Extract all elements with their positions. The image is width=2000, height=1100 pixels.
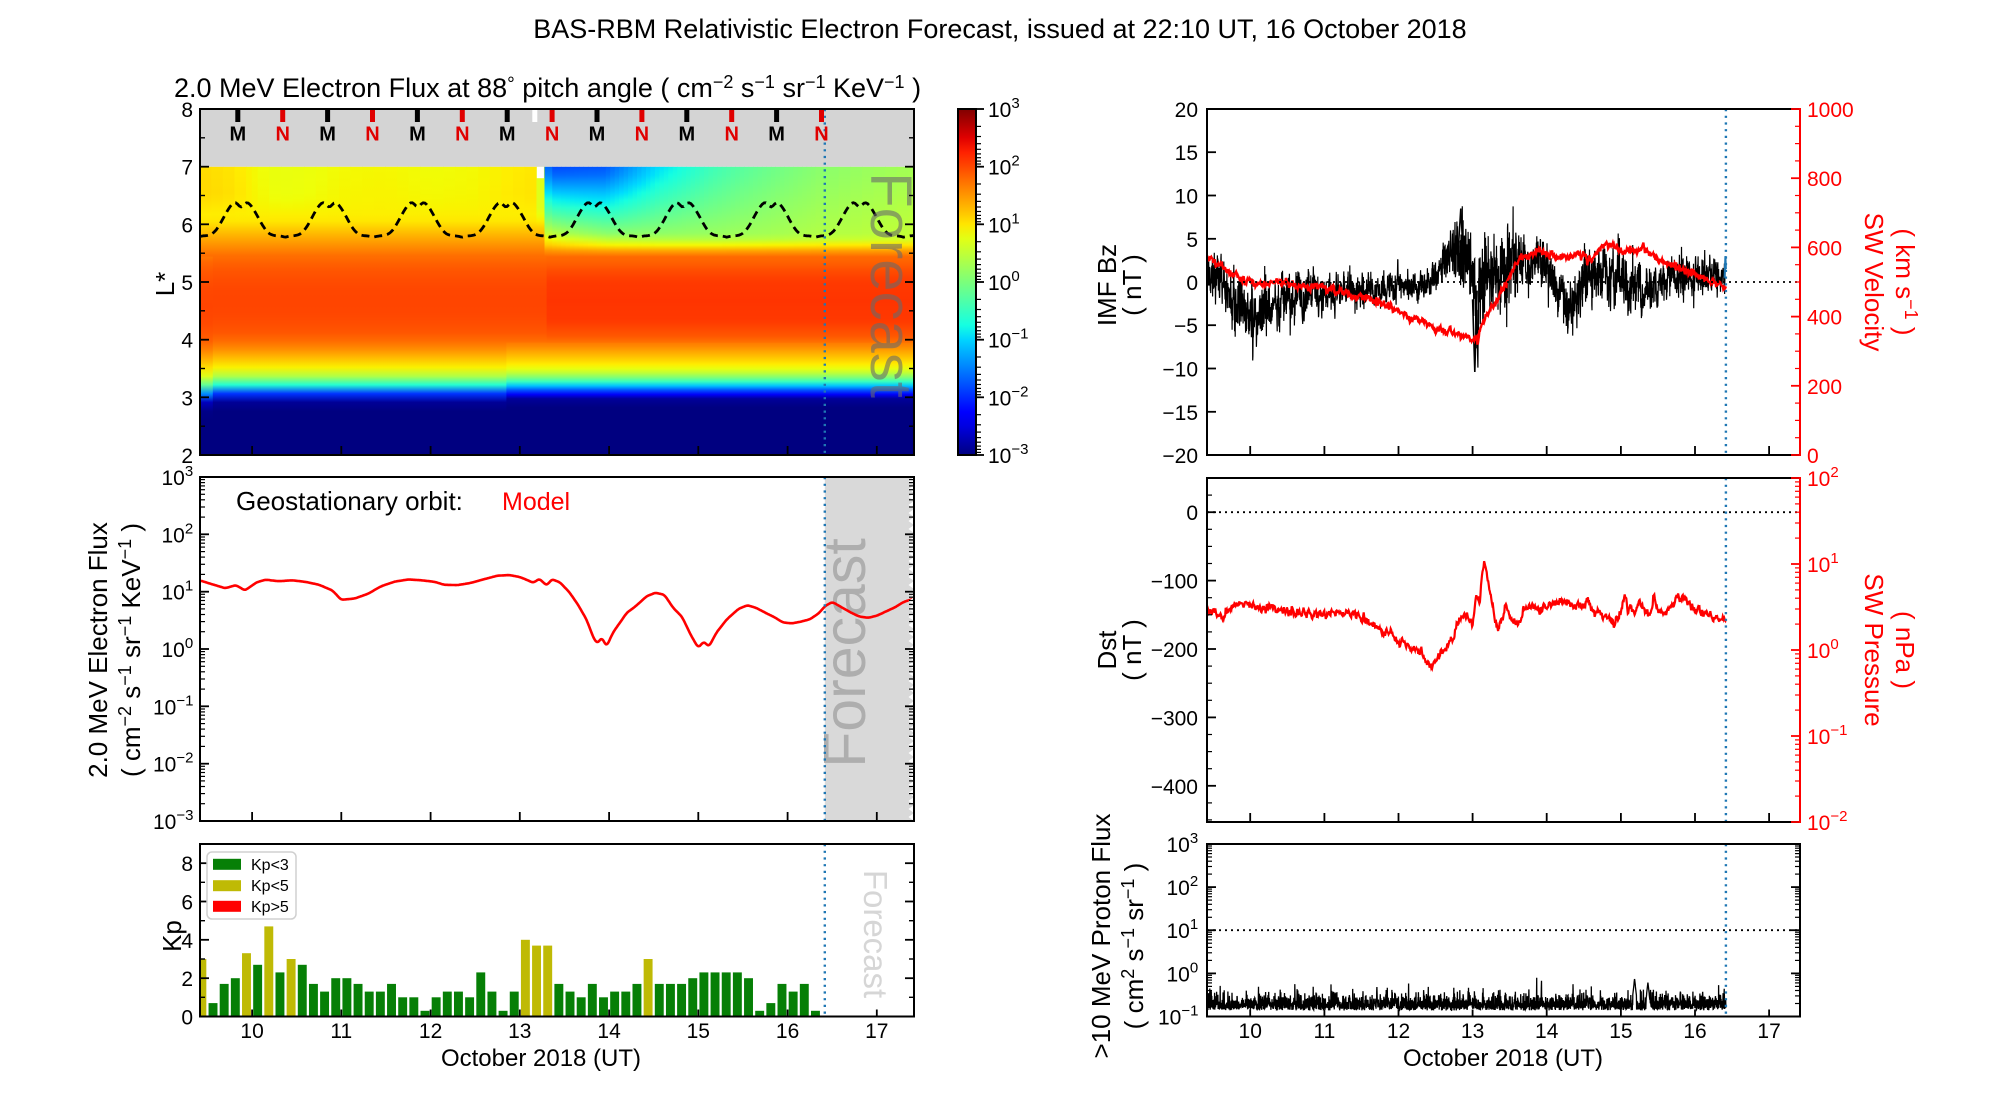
svg-text:−200: −200 bbox=[1151, 639, 1198, 662]
svg-text:N: N bbox=[275, 124, 289, 146]
svg-text:M: M bbox=[678, 124, 695, 146]
svg-text:800: 800 bbox=[1807, 168, 1842, 191]
svg-text:M: M bbox=[229, 124, 246, 146]
svg-text:17: 17 bbox=[1757, 1020, 1780, 1043]
svg-text:10: 10 bbox=[1175, 186, 1198, 209]
svg-text:10: 10 bbox=[1239, 1020, 1262, 1043]
svg-text:17: 17 bbox=[865, 1020, 888, 1043]
svg-text:6: 6 bbox=[181, 892, 193, 915]
svg-text:Forecast: Forecast bbox=[857, 870, 894, 998]
svg-text:N: N bbox=[455, 124, 469, 146]
svg-text:Kp<5: Kp<5 bbox=[251, 878, 289, 895]
svg-text:16: 16 bbox=[776, 1020, 799, 1043]
svg-text:October 2018 (UT): October 2018 (UT) bbox=[1403, 1045, 1603, 1072]
svg-text:( km s−1 ): ( km s−1 ) bbox=[1890, 228, 1921, 335]
svg-text:N: N bbox=[814, 124, 828, 146]
svg-text:4: 4 bbox=[181, 930, 193, 953]
svg-text:( nPa ): ( nPa ) bbox=[1890, 611, 1920, 689]
svg-text:Dst: Dst bbox=[1092, 630, 1122, 670]
svg-text:10−2: 10−2 bbox=[1807, 808, 1847, 835]
svg-text:8: 8 bbox=[181, 99, 193, 122]
svg-text:N: N bbox=[545, 124, 559, 146]
svg-text:11: 11 bbox=[330, 1020, 352, 1043]
svg-text:Forecast: Forecast bbox=[858, 172, 923, 398]
svg-text:20: 20 bbox=[1175, 99, 1198, 122]
svg-text:0: 0 bbox=[1186, 272, 1198, 295]
svg-text:Geostationary orbit:: Geostationary orbit: bbox=[236, 486, 463, 516]
svg-text:11: 11 bbox=[1313, 1020, 1335, 1043]
svg-text:N: N bbox=[635, 124, 649, 146]
svg-text:SW Velocity: SW Velocity bbox=[1859, 213, 1889, 352]
svg-text:15: 15 bbox=[1175, 142, 1198, 165]
svg-text:−100: −100 bbox=[1151, 571, 1198, 594]
svg-text:Model: Model bbox=[502, 488, 570, 516]
svg-text:6: 6 bbox=[181, 214, 193, 237]
svg-text:−300: −300 bbox=[1151, 707, 1198, 730]
svg-text:1000: 1000 bbox=[1807, 99, 1854, 122]
svg-text:0: 0 bbox=[1186, 502, 1198, 525]
svg-text:14: 14 bbox=[1535, 1020, 1559, 1043]
svg-text:( cm−2 s−1 sr−1 KeV−1 ): ( cm−2 s−1 sr−1 KeV−1 ) bbox=[115, 523, 146, 777]
svg-text:Kp<3: Kp<3 bbox=[251, 857, 289, 874]
svg-text:15: 15 bbox=[1609, 1020, 1632, 1043]
svg-text:−15: −15 bbox=[1162, 402, 1198, 425]
svg-text:BAS-RBM Relativistic Electron: BAS-RBM Relativistic Electron Forecast, … bbox=[533, 14, 1466, 44]
svg-text:15: 15 bbox=[687, 1020, 710, 1043]
svg-text:13: 13 bbox=[508, 1020, 531, 1043]
svg-text:16: 16 bbox=[1683, 1020, 1706, 1043]
svg-text:Kp: Kp bbox=[157, 920, 187, 952]
svg-text:200: 200 bbox=[1807, 376, 1842, 399]
svg-text:−5: −5 bbox=[1174, 315, 1198, 338]
svg-text:−20: −20 bbox=[1162, 445, 1198, 468]
svg-text:4: 4 bbox=[181, 330, 193, 353]
svg-text:IMF Bz: IMF Bz bbox=[1092, 244, 1122, 326]
svg-text:2.0 MeV Electron Flux at 88° p: 2.0 MeV Electron Flux at 88° pitch angle… bbox=[174, 72, 921, 103]
svg-text:M: M bbox=[319, 124, 336, 146]
svg-text:600: 600 bbox=[1807, 237, 1842, 260]
svg-text:N: N bbox=[724, 124, 738, 146]
svg-text:7: 7 bbox=[181, 157, 193, 180]
svg-text:14: 14 bbox=[597, 1020, 621, 1043]
svg-text:10: 10 bbox=[240, 1020, 263, 1043]
svg-text:N: N bbox=[365, 124, 379, 146]
svg-text:400: 400 bbox=[1807, 307, 1842, 330]
svg-text:( nT ): ( nT ) bbox=[1117, 619, 1147, 681]
svg-text:M: M bbox=[409, 124, 426, 146]
svg-text:2: 2 bbox=[181, 445, 193, 468]
svg-text:10−1: 10−1 bbox=[988, 326, 1028, 353]
svg-text:2.0 MeV Electron Flux: 2.0 MeV Electron Flux bbox=[83, 522, 113, 778]
svg-text:M: M bbox=[768, 124, 785, 146]
svg-text:M: M bbox=[589, 124, 606, 146]
svg-text:10−1: 10−1 bbox=[1807, 722, 1847, 749]
svg-text:SW Pressure: SW Pressure bbox=[1859, 573, 1889, 726]
svg-text:12: 12 bbox=[1387, 1020, 1410, 1043]
svg-text:−400: −400 bbox=[1151, 776, 1198, 799]
svg-text:13: 13 bbox=[1461, 1020, 1484, 1043]
svg-text:−10: −10 bbox=[1162, 359, 1198, 382]
svg-text:2: 2 bbox=[181, 968, 193, 991]
svg-text:12: 12 bbox=[419, 1020, 442, 1043]
svg-text:8: 8 bbox=[181, 853, 193, 876]
svg-text:L*: L* bbox=[150, 272, 180, 297]
svg-text:0: 0 bbox=[181, 1007, 193, 1030]
svg-text:October 2018 (UT): October 2018 (UT) bbox=[441, 1045, 641, 1072]
svg-text:Forecast: Forecast bbox=[812, 538, 878, 768]
svg-text:5: 5 bbox=[1186, 229, 1198, 252]
svg-text:Kp>5: Kp>5 bbox=[251, 899, 289, 916]
svg-text:( nT ): ( nT ) bbox=[1117, 254, 1147, 316]
svg-text:5: 5 bbox=[181, 272, 193, 295]
svg-text:3: 3 bbox=[181, 387, 193, 410]
svg-text:M: M bbox=[499, 124, 516, 146]
svg-text:0: 0 bbox=[1807, 445, 1819, 468]
svg-text:>10 MeV Proton Flux: >10 MeV Proton Flux bbox=[1086, 814, 1116, 1059]
svg-text:102: 102 bbox=[1807, 464, 1839, 491]
